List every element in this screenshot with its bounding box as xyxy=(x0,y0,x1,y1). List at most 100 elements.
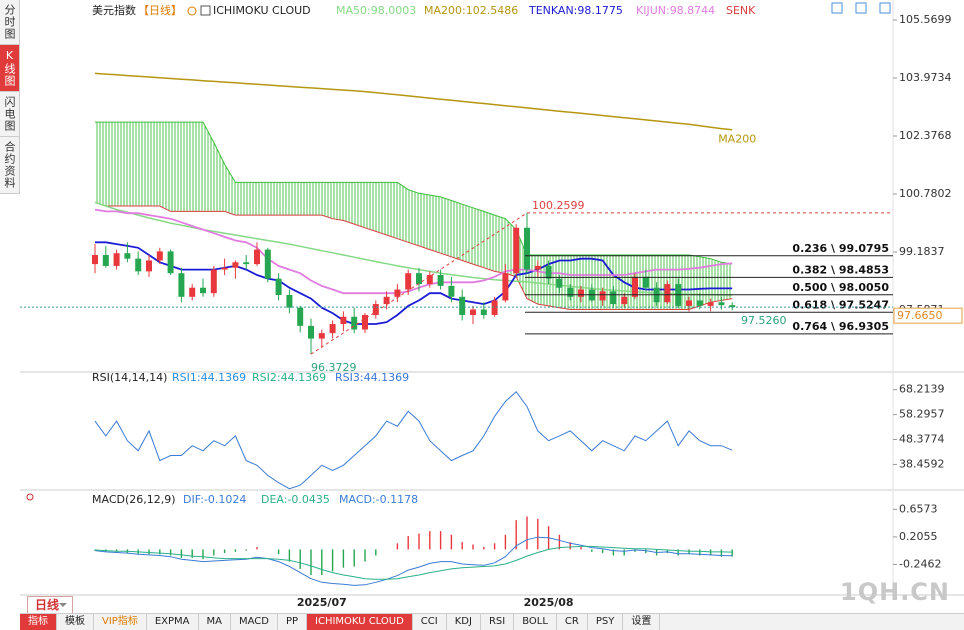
toolbar-item[interactable]: ICHIMOKU CLOUD xyxy=(307,614,413,630)
candle-body xyxy=(696,300,703,306)
candle-body xyxy=(156,251,163,261)
legend-item: MA200:102.5486 xyxy=(424,4,518,17)
legend-item: KIJUN:98.8744 xyxy=(636,4,715,17)
fib-label: 0.618 \ 97.5247 xyxy=(792,298,889,311)
legend-item: MACD:-0.1178 xyxy=(339,493,418,506)
candle-body xyxy=(448,285,455,297)
toolbar-item[interactable]: BOLL xyxy=(514,614,557,630)
toolbar-item[interactable]: 设置 xyxy=(623,614,661,630)
price-label: 97.6650 xyxy=(897,309,943,322)
candle-body xyxy=(513,227,520,274)
candle-body xyxy=(524,227,530,270)
candle-body xyxy=(718,302,725,306)
title: 美元指数 xyxy=(92,3,136,17)
candle-body xyxy=(286,294,293,308)
watermark: 1QH.CN xyxy=(840,578,951,606)
x-tick-label: 2025/07 xyxy=(297,596,347,609)
icon[interactable] xyxy=(831,2,843,14)
candle-body xyxy=(167,251,174,274)
candle-body xyxy=(146,260,152,272)
y-tick-label: 99.1837 xyxy=(899,245,945,258)
candle-body xyxy=(383,296,390,305)
fib-label: 0.382 \ 98.4853 xyxy=(792,263,889,276)
icon[interactable] xyxy=(879,2,891,14)
candle-body xyxy=(686,300,692,306)
toolbar-item[interactable]: 模板 xyxy=(57,614,94,630)
toolbar-item[interactable]: CR xyxy=(557,614,588,630)
fib-label: 0.236 \ 99.0795 xyxy=(792,242,889,255)
candle-body xyxy=(329,324,336,334)
toolbar-item[interactable]: EXPMA xyxy=(147,614,199,630)
candle-body xyxy=(275,278,282,295)
candle-body xyxy=(610,291,617,305)
legend-item: SENK xyxy=(726,4,756,17)
toolbar-item[interactable]: 指标 xyxy=(20,614,57,630)
rsi-line xyxy=(94,390,733,490)
candle-body xyxy=(599,291,606,301)
sidebar-tab[interactable]: 闪电图 xyxy=(0,92,19,137)
candle-body xyxy=(372,304,379,315)
candle-body xyxy=(729,305,736,308)
toolbar-item[interactable]: CCI xyxy=(413,614,447,630)
legend-item: MA50:98.0003 xyxy=(336,4,416,17)
settings-icon[interactable] xyxy=(26,493,34,501)
sidebar-tab[interactable]: 合约资料 xyxy=(0,137,19,194)
sidebar-tab[interactable]: 分时图 xyxy=(0,0,19,45)
candle-body xyxy=(567,287,574,297)
legend-item: RSI1:44.1369 xyxy=(172,371,246,384)
y-tick-label: 0.2055 xyxy=(899,530,938,543)
candle-body xyxy=(502,273,509,301)
sidebar: 分时图 K线图 闪电图 合约资料 xyxy=(0,0,20,194)
toolbar-item[interactable]: VIP指标 xyxy=(94,614,147,630)
y-tick-label: 38.4592 xyxy=(899,457,945,470)
candle-body xyxy=(264,249,271,279)
candle-body xyxy=(200,287,206,294)
candle-body xyxy=(318,333,325,339)
toolbar-item[interactable]: PP xyxy=(278,614,308,630)
low-label: 96.3729 xyxy=(311,361,357,374)
candle-body xyxy=(556,278,563,288)
cloud-fill xyxy=(95,122,733,310)
candle-body xyxy=(534,265,541,270)
candle-body xyxy=(340,316,347,325)
indicator-line xyxy=(95,241,733,325)
indicator-line xyxy=(94,72,733,131)
y-tick-label: 103.9734 xyxy=(899,71,952,84)
fib-label: 0.500 \ 98.0050 xyxy=(792,281,889,294)
toolbar-item[interactable]: RSI xyxy=(481,614,515,630)
candle-body xyxy=(642,276,649,288)
candle-body xyxy=(470,309,476,315)
dea-line xyxy=(94,545,733,580)
period: 【日线】 xyxy=(138,3,182,17)
frame xyxy=(20,0,964,596)
icon[interactable] xyxy=(855,2,867,14)
candle-body xyxy=(113,253,120,266)
span-b-line xyxy=(94,201,733,310)
add-icon[interactable] xyxy=(187,6,197,16)
period-button[interactable]: 日线 xyxy=(27,596,73,614)
toolbar-item[interactable]: MA xyxy=(199,614,231,630)
check-icon[interactable] xyxy=(200,5,211,16)
candle-body xyxy=(459,296,466,315)
toolbar-item[interactable]: KDJ xyxy=(447,614,481,630)
span-a-line xyxy=(95,121,733,265)
y-tick-label: 105.5699 xyxy=(899,13,952,26)
candle-body xyxy=(178,273,185,297)
legend-item: RSI2:44.1369 xyxy=(252,371,326,384)
indicator-line xyxy=(94,208,733,295)
candle-body xyxy=(437,275,444,286)
y-tick-label: 58.2957 xyxy=(899,408,945,421)
toolbar-item[interactable]: MACD xyxy=(231,614,278,630)
candle-body xyxy=(416,273,422,285)
candle-body xyxy=(707,302,714,306)
candle-body xyxy=(92,255,98,265)
toolbar-item[interactable]: PSY xyxy=(588,614,624,630)
candle-body xyxy=(297,307,304,326)
sidebar-tab[interactable]: K线图 xyxy=(0,45,19,92)
price-box xyxy=(893,307,963,324)
high-label: 100.2599 xyxy=(532,199,585,212)
candle-body xyxy=(135,258,142,272)
legend-item: TENKAN:98.1775 xyxy=(528,4,623,17)
